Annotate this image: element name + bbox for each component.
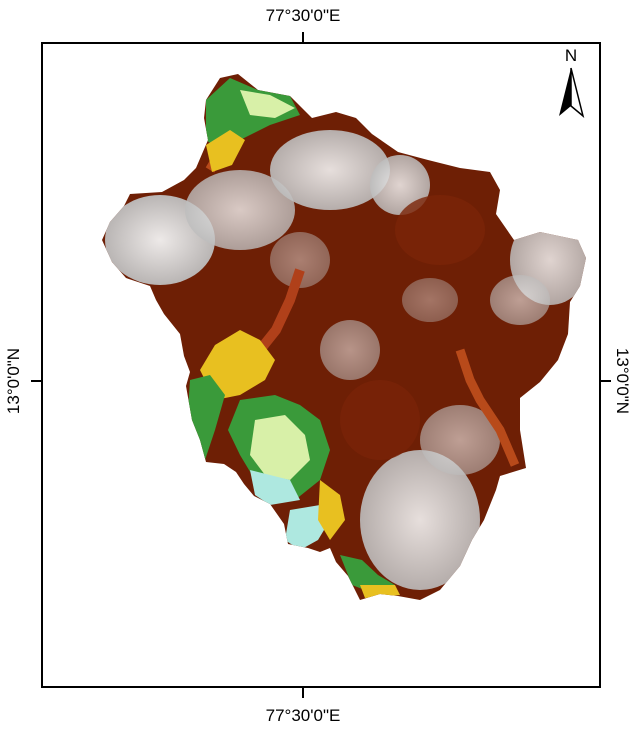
north-arrow-icon [559,67,585,118]
right-tick [599,380,611,382]
top-longitude-label: 77°30'0"E [265,6,341,25]
right-latitude-label: 13°0'0"N [613,347,631,415]
top-tick [302,32,304,44]
bottom-tick [302,686,304,698]
left-latitude-label: 13°0'0"N [4,347,23,415]
north-arrow-label: N [564,46,578,65]
left-tick [31,380,43,382]
bottom-longitude-label: 77°30'0"E [265,706,341,725]
